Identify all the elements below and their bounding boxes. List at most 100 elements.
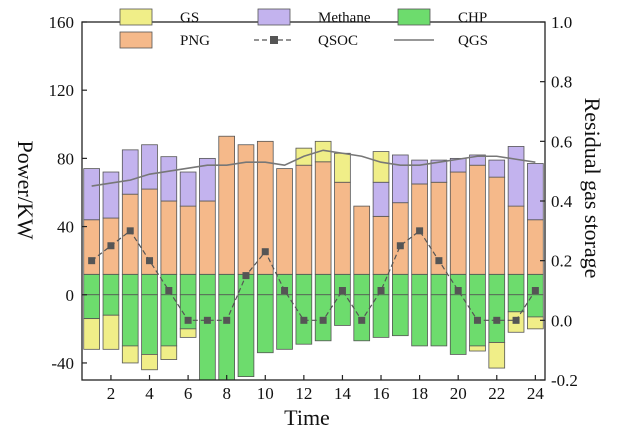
bar-methane-pos-18 — [411, 159, 428, 185]
bar-png-pos-13 — [314, 161, 332, 275]
y2-tick-label-6: 1.0 — [551, 13, 572, 32]
point-qsoc-11 — [281, 287, 289, 294]
bar-chp-neg-11 — [276, 294, 293, 350]
bar-png-pos-10 — [256, 140, 274, 275]
bar-chp-pos-17 — [392, 273, 409, 296]
x-tick-label-6: 14 — [334, 384, 352, 403]
bar-chp-neg-17 — [392, 294, 409, 337]
bar-png-pos-24 — [527, 219, 544, 275]
x-tick-label-5: 12 — [295, 384, 312, 403]
point-qsoc-8 — [223, 316, 231, 324]
x-tick-label-1: 4 — [145, 384, 154, 403]
bar-chp-pos-7 — [199, 273, 216, 296]
bar-png-pos-9 — [237, 144, 255, 275]
bar-methane-pos-4 — [141, 144, 158, 190]
bar-methane-pos-19 — [430, 159, 448, 183]
point-qsoc-18 — [416, 227, 424, 235]
bar-png-pos-16 — [372, 215, 390, 275]
point-qsoc-9 — [242, 272, 250, 280]
bar-methane-pos-5 — [160, 156, 178, 202]
series-line-qgs — [91, 149, 536, 187]
point-qsoc-23 — [512, 316, 520, 324]
legend-swatch-png — [119, 31, 153, 49]
bar-chp-pos-13 — [314, 273, 332, 296]
bar-png-pos-22 — [488, 176, 506, 275]
bar-methane-pos-21 — [469, 154, 486, 166]
y2-axis-title: Residual gas storage — [580, 98, 605, 279]
bar-methane-pos-6 — [179, 171, 197, 207]
bar-chp-pos-2 — [102, 273, 120, 296]
bar-chp-pos-3 — [121, 273, 139, 296]
bar-chp-pos-6 — [179, 273, 197, 296]
bar-methane-pos-20 — [449, 157, 467, 173]
bar-chp-pos-23 — [507, 273, 525, 296]
bar-chp-pos-12 — [295, 273, 313, 296]
bar-chp-neg-16 — [372, 294, 390, 338]
bar-chp-pos-21 — [469, 273, 486, 296]
y2-tick-label-2: 0.2 — [551, 252, 572, 271]
bar-png-pos-20 — [449, 171, 467, 275]
bar-png-pos-8 — [218, 135, 235, 275]
point-qsoc-15 — [358, 316, 366, 324]
bar-methane-pos-23 — [507, 146, 525, 207]
point-qsoc-21 — [473, 316, 481, 324]
bar-chp-neg-23 — [507, 294, 525, 313]
bar-chp-neg-8 — [218, 294, 235, 381]
bar-chp-neg-10 — [256, 294, 274, 354]
bar-chp-neg-9 — [237, 294, 255, 377]
x-tick-label-0: 2 — [107, 384, 116, 403]
y2-tick-label-3: 0.4 — [551, 192, 573, 211]
bar-chp-neg-7 — [199, 294, 216, 381]
legend-label-qsoc: QSOC — [318, 33, 358, 49]
bar-chp-neg-3 — [121, 294, 139, 347]
x-axis-title: Time — [284, 405, 330, 430]
legend-swatch-methane — [257, 8, 291, 26]
bar-gs-pos-14 — [334, 152, 351, 183]
bars-layer — [83, 135, 544, 381]
series-line-qsoc — [91, 229, 536, 322]
bar-gs-neg-21 — [469, 345, 486, 352]
bar-chp-neg-4 — [141, 294, 158, 355]
legend-label-gs: GS — [180, 10, 199, 26]
bar-png-pos-14 — [334, 181, 351, 275]
bar-methane-pos-3 — [121, 149, 139, 195]
bar-gs-neg-4 — [141, 354, 158, 371]
bar-chp-neg-5 — [160, 294, 178, 347]
legend-marker-qsoc — [270, 36, 278, 44]
point-qsoc-17 — [396, 242, 404, 250]
bar-chp-pos-19 — [430, 273, 448, 296]
point-qsoc-20 — [454, 287, 462, 294]
bar-gs-neg-6 — [179, 328, 197, 338]
bar-methane-pos-2 — [102, 171, 120, 219]
y-tick-label-0: -40 — [51, 354, 74, 373]
bar-png-pos-17 — [392, 202, 409, 275]
lines-layer — [88, 149, 539, 324]
bar-png-pos-15 — [353, 205, 371, 275]
bar-chp-pos-1 — [83, 273, 100, 296]
bar-png-pos-5 — [160, 200, 178, 275]
bar-chp-neg-19 — [430, 294, 448, 347]
y-tick-label-2: 40 — [57, 218, 74, 237]
y-axis-title: Power/KW — [13, 141, 38, 240]
x-tick-label-10: 22 — [488, 384, 505, 403]
x-tick-label-3: 8 — [222, 384, 231, 403]
legend-label-png: PNG — [180, 33, 210, 49]
bar-chp-neg-14 — [334, 294, 351, 326]
y-tick-label-3: 80 — [57, 149, 74, 168]
point-qsoc-6 — [184, 316, 192, 324]
bar-png-pos-7 — [199, 200, 216, 275]
y2-tick-label-1: 0.0 — [551, 311, 572, 330]
bar-gs-pos-16 — [372, 151, 390, 183]
point-qsoc-22 — [493, 316, 501, 324]
y2-tick-label-0: -0.2 — [551, 371, 578, 390]
point-qsoc-16 — [377, 287, 385, 294]
bar-methane-pos-1 — [83, 168, 100, 221]
y-tick-label-4: 120 — [49, 81, 75, 100]
bar-methane-pos-24 — [527, 163, 544, 221]
bar-png-pos-6 — [179, 205, 197, 275]
point-qsoc-7 — [203, 316, 211, 324]
bar-chp-pos-10 — [256, 273, 274, 296]
bar-chp-neg-1 — [83, 294, 100, 320]
x-tick-label-8: 18 — [411, 384, 428, 403]
